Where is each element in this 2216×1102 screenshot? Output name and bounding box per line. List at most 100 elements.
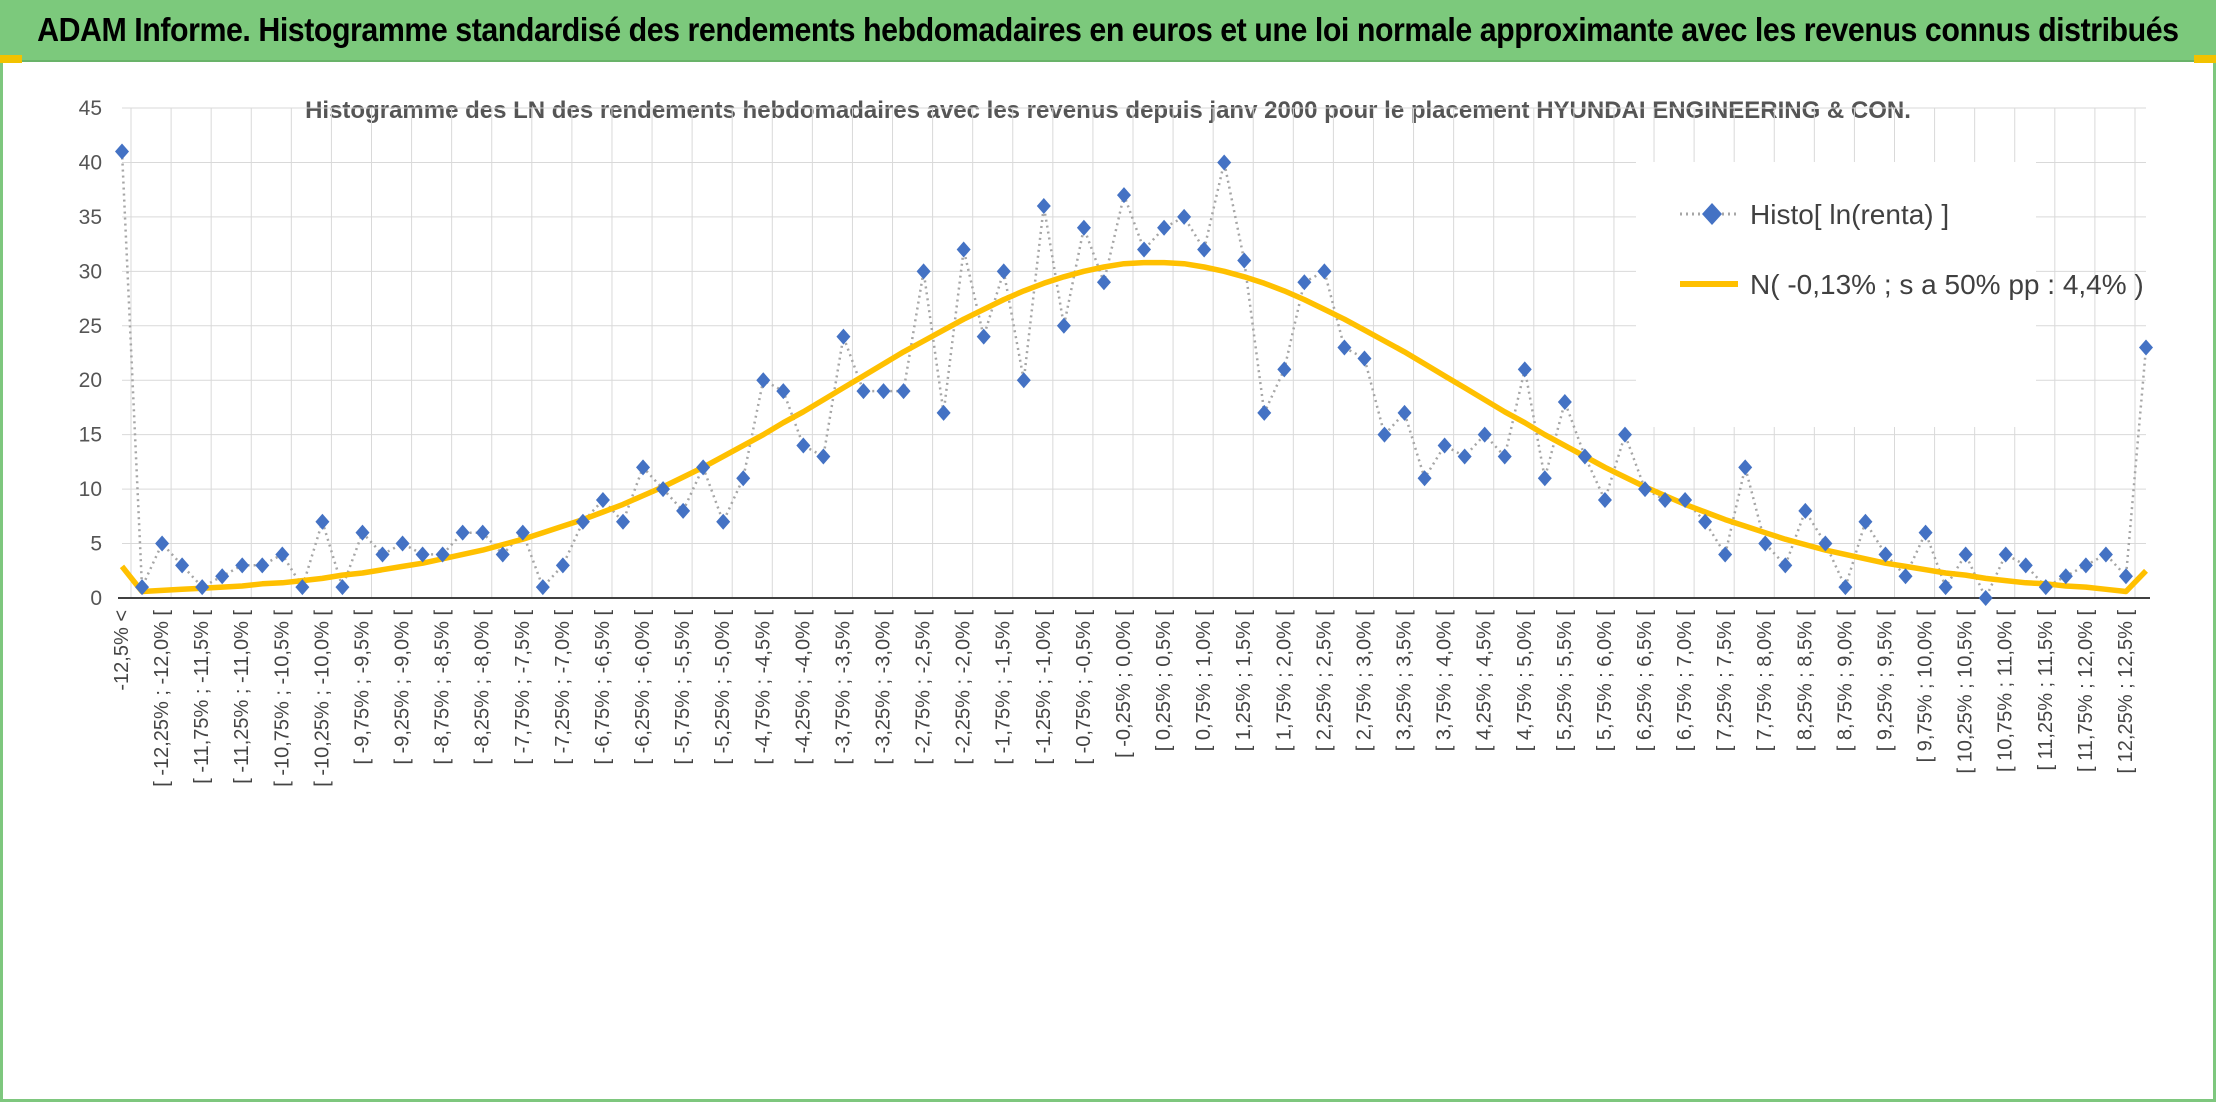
histo-point — [615, 513, 630, 530]
histo-point — [876, 383, 891, 400]
histo-point — [796, 437, 811, 454]
x-tick-label: [ -7,75% ; -7,5% [ — [512, 610, 534, 765]
histo-point — [1998, 546, 2013, 563]
chart-area: Histogramme des LN des rendements hebdom… — [79, 97, 2153, 787]
histo-point — [295, 579, 310, 596]
histo-point — [1297, 274, 1312, 291]
x-tick-label: [ 1,75% ; 2,0% [ — [1273, 610, 1295, 752]
histo-point — [1337, 339, 1352, 356]
x-tick-label: [ 11,25% ; 11,5% [ — [2035, 610, 2057, 771]
histo-point — [2058, 568, 2073, 585]
histo-point — [1277, 361, 1292, 378]
x-tick-label: [ 2,75% ; 3,0% [ — [1353, 610, 1375, 752]
x-tick-label: [ 5,25% ; 5,5% [ — [1554, 610, 1576, 752]
histo-point — [1437, 437, 1452, 454]
x-tick-label: [ 0,75% ; 1,0% [ — [1193, 610, 1215, 752]
x-tick-label: [ -0,25% ; 0,0% [ — [1113, 610, 1135, 758]
y-tick-label: 15 — [79, 424, 102, 447]
histo-point — [1537, 470, 1552, 487]
histo-point — [976, 328, 991, 345]
histo-point — [676, 502, 691, 519]
histo-point — [595, 492, 610, 508]
legend-background — [1636, 162, 2036, 427]
x-tick-label: [ 3,25% ; 3,5% [ — [1394, 610, 1416, 752]
histo-point — [636, 459, 651, 476]
histo-point — [255, 557, 270, 574]
histo-point — [1898, 568, 1913, 585]
x-tick-label: [ 7,25% ; 7,5% [ — [1714, 610, 1736, 752]
histo-point — [1798, 502, 1813, 519]
histo-point — [1377, 426, 1392, 443]
histo-point — [1758, 535, 1773, 552]
x-tick-label: [ 6,75% ; 7,0% [ — [1674, 610, 1696, 752]
histo-point — [1036, 198, 1051, 214]
histo-point — [1457, 448, 1472, 465]
x-tick-label: [ -6,25% ; -6,0% [ — [632, 610, 654, 765]
histo-point — [996, 263, 1011, 280]
series — [115, 143, 2153, 606]
x-tick-label: [ 4,25% ; 4,5% [ — [1474, 610, 1496, 752]
histo-point — [2118, 568, 2133, 585]
histo-point — [1116, 187, 1131, 204]
histo-point — [1978, 590, 1993, 606]
histo-point — [1237, 252, 1252, 269]
x-tick-label: [ 11,75% ; 12,0% [ — [2075, 610, 2097, 772]
y-tick-label: 0 — [90, 587, 102, 610]
y-tick-label: 30 — [79, 260, 102, 283]
x-axis-ticks: -12,5% < [ -12,25% ; -12,0% [[ -11,75% ; … — [111, 610, 2137, 787]
histo-point — [956, 241, 971, 258]
x-tick-label: [ 6,25% ; 6,5% [ — [1634, 610, 1656, 752]
histo-point — [1016, 372, 1031, 389]
histo-point — [495, 546, 510, 563]
x-tick-label: [ -0,75% ; -0,5% [ — [1073, 610, 1095, 765]
x-tick-label: -12,5% < — [111, 610, 133, 691]
legend-histo-label: Histo[ ln(renta) ] — [1750, 199, 1949, 230]
histo-point — [1958, 546, 1973, 563]
histo-point — [475, 524, 490, 541]
y-tick-label: 35 — [79, 206, 102, 229]
histo-point — [2098, 546, 2113, 563]
y-axis-ticks: 0 5 10 15 20 25 30 35 40 45 — [79, 97, 102, 610]
x-tick-label: [ -9,25% ; -9,0% [ — [392, 610, 414, 765]
histo-point — [716, 513, 731, 530]
histo-point — [1918, 524, 1933, 541]
histo-point — [1096, 274, 1111, 291]
histo-point — [355, 524, 370, 541]
legend-histo-marker — [1702, 203, 1722, 225]
histo-point — [115, 143, 129, 160]
histo-point — [375, 546, 390, 563]
x-tick-label: [ 7,75% ; 8,0% [ — [1754, 610, 1776, 752]
histo-point — [575, 513, 590, 530]
histo-point — [235, 557, 250, 574]
histo-point — [315, 513, 330, 530]
histo-point — [415, 546, 430, 563]
histo-point — [936, 404, 951, 421]
x-tick-label: [ 9,75% ; 10,0% [ — [1915, 610, 1937, 763]
histo-point — [1517, 361, 1532, 378]
histo-point — [1497, 448, 1512, 465]
x-tick-label: [ 3,75% ; 4,0% [ — [1434, 610, 1456, 752]
x-tick-label: [ -10,75% ; -10,5% [ — [271, 610, 293, 787]
x-tick-label: [ 8,25% ; 8,5% [ — [1794, 610, 1816, 752]
histo-point — [335, 579, 350, 596]
y-tick-label: 20 — [79, 369, 102, 392]
x-tick-label: [ -2,25% ; -2,0% [ — [953, 610, 975, 765]
histo-point — [2038, 579, 2053, 596]
histo-point — [1698, 513, 1713, 530]
x-tick-label: [ -5,25% ; -5,0% [ — [712, 610, 734, 765]
histo-point — [175, 557, 190, 574]
histo-point — [2139, 339, 2153, 356]
banner-corner-right — [2194, 55, 2216, 63]
x-tick-label: [ 4,75% ; 5,0% [ — [1514, 610, 1536, 752]
x-tick-label: [ -8,75% ; -8,5% [ — [432, 610, 454, 765]
histo-point — [1778, 557, 1793, 574]
histo-point — [1217, 154, 1232, 171]
histo-point — [896, 383, 911, 400]
histo-point — [1076, 219, 1091, 236]
x-tick-label: [ 8,75% ; 9,0% [ — [1834, 610, 1856, 752]
histo-point — [1638, 481, 1653, 498]
x-tick-label: [ 0,25% ; 0,5% [ — [1153, 610, 1175, 752]
x-tick-label: [ -4,75% ; -4,5% [ — [752, 610, 774, 765]
histo-point — [515, 524, 530, 541]
x-tick-label: [ 2,25% ; 2,5% [ — [1313, 610, 1335, 752]
